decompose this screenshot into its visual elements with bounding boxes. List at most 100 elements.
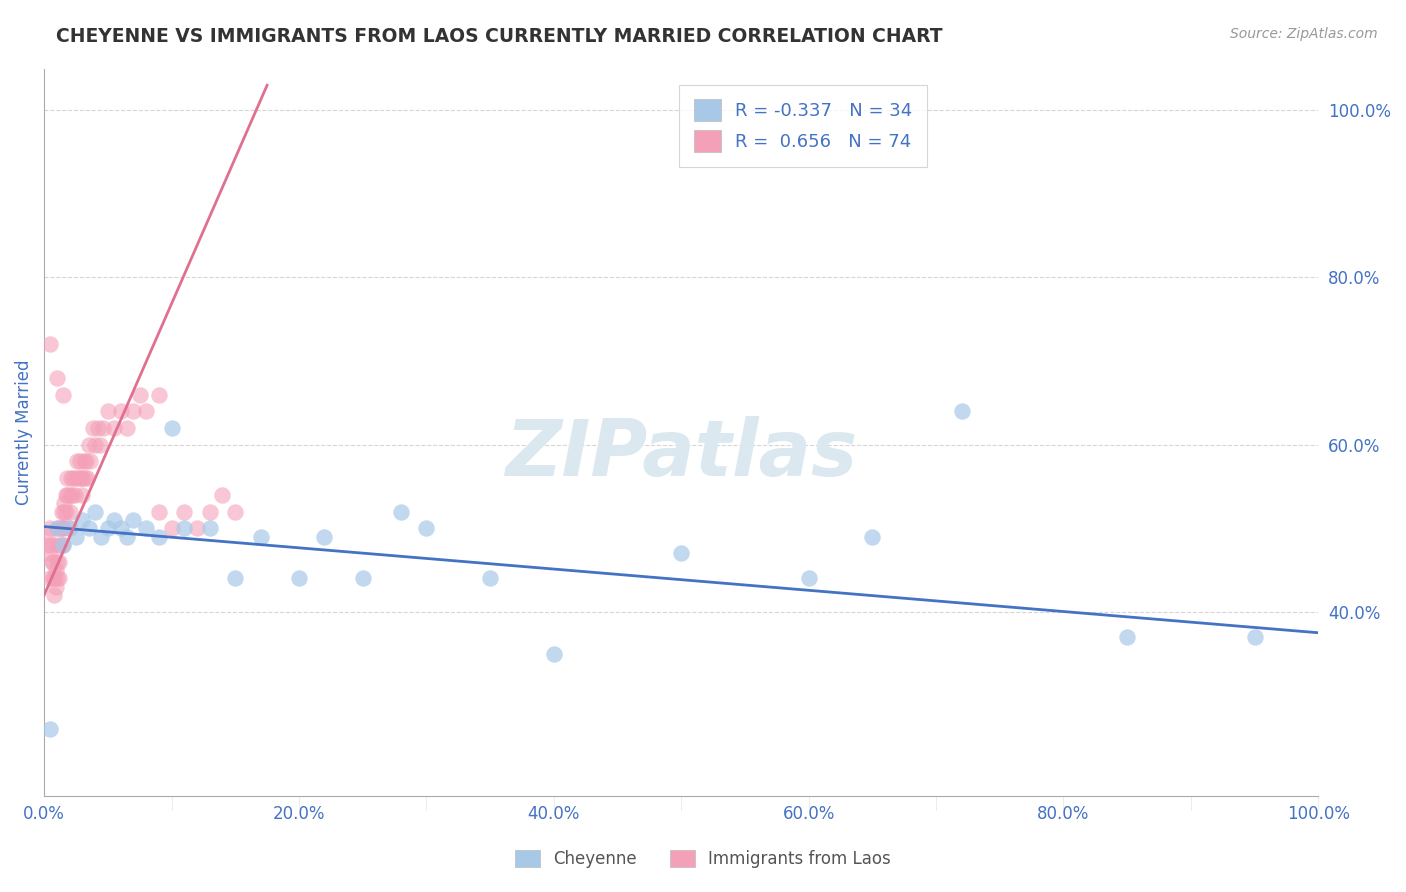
Point	[97, 521, 120, 535]
Point	[45, 555, 67, 569]
Point	[90, 530, 112, 544]
Text: ZIPatlas: ZIPatlas	[505, 416, 858, 492]
Text: Source: ZipAtlas.com: Source: ZipAtlas.com	[1230, 27, 1378, 41]
Point	[58, 521, 80, 535]
Point	[56, 488, 79, 502]
Point	[115, 530, 138, 544]
Point	[352, 571, 374, 585]
Point	[128, 387, 150, 401]
Point	[122, 513, 145, 527]
Point	[314, 530, 336, 544]
Point	[82, 421, 104, 435]
Point	[110, 404, 132, 418]
Point	[86, 421, 108, 435]
Point	[59, 471, 82, 485]
Point	[37, 538, 59, 552]
Point	[56, 471, 79, 485]
Point	[224, 571, 246, 585]
Point	[479, 571, 502, 585]
Point	[415, 521, 437, 535]
Point	[58, 504, 80, 518]
Point	[55, 504, 77, 518]
Point	[186, 521, 208, 535]
Point	[224, 504, 246, 518]
Point	[115, 421, 138, 435]
Point	[58, 521, 80, 535]
Point	[97, 404, 120, 418]
Point	[135, 521, 157, 535]
Point	[148, 530, 170, 544]
Point	[60, 488, 83, 502]
Point	[39, 571, 62, 585]
Point	[48, 555, 70, 569]
Point	[44, 571, 66, 585]
Point	[49, 538, 72, 552]
Point	[76, 471, 98, 485]
Point	[669, 546, 692, 560]
Point	[45, 571, 67, 585]
Point	[211, 488, 233, 502]
Point	[288, 571, 311, 585]
Point	[39, 337, 62, 351]
Point	[173, 521, 195, 535]
Point	[35, 530, 58, 544]
Point	[148, 387, 170, 401]
Point	[58, 488, 80, 502]
Point	[42, 555, 65, 569]
Legend: R = -0.337   N = 34, R =  0.656   N = 74: R = -0.337 N = 34, R = 0.656 N = 74	[679, 85, 927, 167]
Point	[797, 571, 820, 585]
Point	[77, 521, 100, 535]
Point	[860, 530, 883, 544]
Point	[65, 471, 87, 485]
Point	[48, 571, 70, 585]
Point	[69, 454, 91, 468]
Point	[52, 387, 75, 401]
Point	[44, 588, 66, 602]
Point	[51, 521, 73, 535]
Point	[72, 454, 94, 468]
Point	[53, 504, 76, 518]
Point	[39, 722, 62, 736]
Point	[950, 404, 973, 418]
Point	[173, 504, 195, 518]
Point	[1116, 630, 1139, 644]
Point	[46, 538, 69, 552]
Point	[51, 504, 73, 518]
Point	[52, 538, 75, 552]
Point	[42, 571, 65, 585]
Point	[46, 521, 69, 535]
Point	[79, 454, 101, 468]
Point	[249, 530, 271, 544]
Point	[41, 555, 63, 569]
Point	[45, 563, 67, 577]
Point	[39, 521, 62, 535]
Legend: Cheyenne, Immigrants from Laos: Cheyenne, Immigrants from Laos	[508, 843, 898, 875]
Point	[543, 647, 565, 661]
Point	[160, 521, 183, 535]
Point	[45, 580, 67, 594]
Point	[122, 404, 145, 418]
Point	[45, 521, 67, 535]
Point	[70, 471, 93, 485]
Point	[45, 371, 67, 385]
Point	[84, 438, 107, 452]
Point	[77, 438, 100, 452]
Point	[89, 438, 111, 452]
Point	[103, 421, 125, 435]
Point	[1243, 630, 1265, 644]
Point	[52, 521, 75, 535]
Point	[75, 454, 97, 468]
Point	[148, 504, 170, 518]
Point	[65, 530, 87, 544]
Point	[103, 513, 125, 527]
Point	[38, 546, 60, 560]
Point	[41, 538, 63, 552]
Point	[91, 421, 114, 435]
Point	[63, 488, 86, 502]
Point	[84, 504, 107, 518]
Text: CHEYENNE VS IMMIGRANTS FROM LAOS CURRENTLY MARRIED CORRELATION CHART: CHEYENNE VS IMMIGRANTS FROM LAOS CURRENT…	[56, 27, 943, 45]
Point	[389, 504, 412, 518]
Point	[198, 521, 221, 535]
Point	[66, 454, 89, 468]
Y-axis label: Currently Married: Currently Married	[15, 359, 32, 505]
